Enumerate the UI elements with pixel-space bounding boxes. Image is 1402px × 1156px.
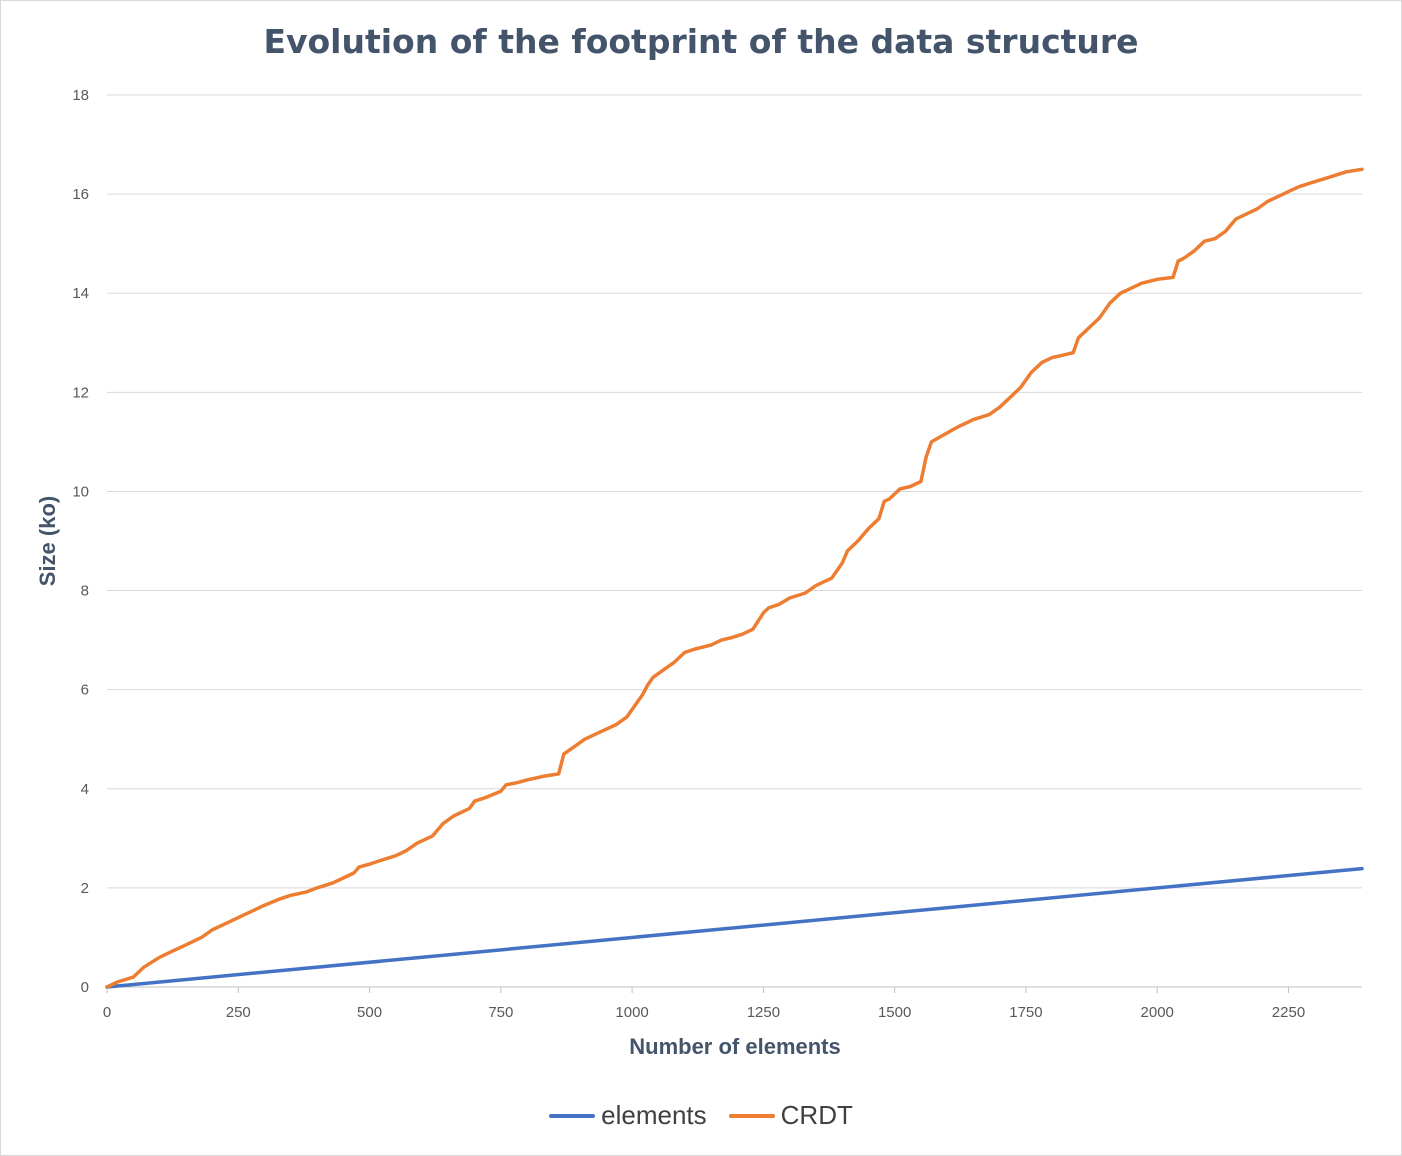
legend-item-crdt: CRDT (728, 1100, 853, 1131)
x-tick-label: 0 (103, 1004, 111, 1021)
chart-title: Evolution of the footprint of the data s… (263, 22, 1139, 61)
series-line-elements (105, 866, 1364, 989)
y-tick-label: 18 (72, 87, 89, 104)
series-line-crdt (105, 167, 1364, 989)
y-axis-label: Size (ko) (35, 495, 60, 587)
x-tick-label: 1000 (615, 1004, 648, 1021)
legend-swatch-crdt (728, 1113, 775, 1118)
legend-swatch-elements (549, 1113, 596, 1118)
y-tick-label: 4 (81, 781, 89, 798)
legend-item-elements: elements (549, 1100, 707, 1131)
y-tick-label: 0 (81, 979, 89, 996)
x-tick-label: 1500 (878, 1004, 911, 1021)
x-tick-label: 2000 (1141, 1004, 1174, 1021)
y-tick-label: 14 (72, 285, 89, 302)
x-tick-label: 1750 (1009, 1004, 1042, 1021)
chart-legend: elements CRDT (0, 1100, 1402, 1131)
y-tick-label: 12 (72, 384, 89, 401)
x-tick-label: 750 (488, 1004, 513, 1021)
y-tick-label: 16 (72, 186, 89, 203)
legend-label-elements: elements (601, 1100, 707, 1130)
y-tick-label: 6 (81, 682, 89, 699)
x-axis-label: Number of elements (629, 1034, 841, 1059)
y-tick-label: 8 (81, 583, 89, 600)
legend-label-crdt: CRDT (780, 1100, 853, 1130)
y-tick-label: 10 (72, 483, 89, 500)
x-tick-label: 2250 (1272, 1004, 1305, 1021)
x-tick-label: 500 (357, 1004, 382, 1021)
x-tick-label: 250 (226, 1004, 251, 1021)
x-tick-label: 1250 (747, 1004, 780, 1021)
y-tick-label: 2 (81, 880, 89, 897)
